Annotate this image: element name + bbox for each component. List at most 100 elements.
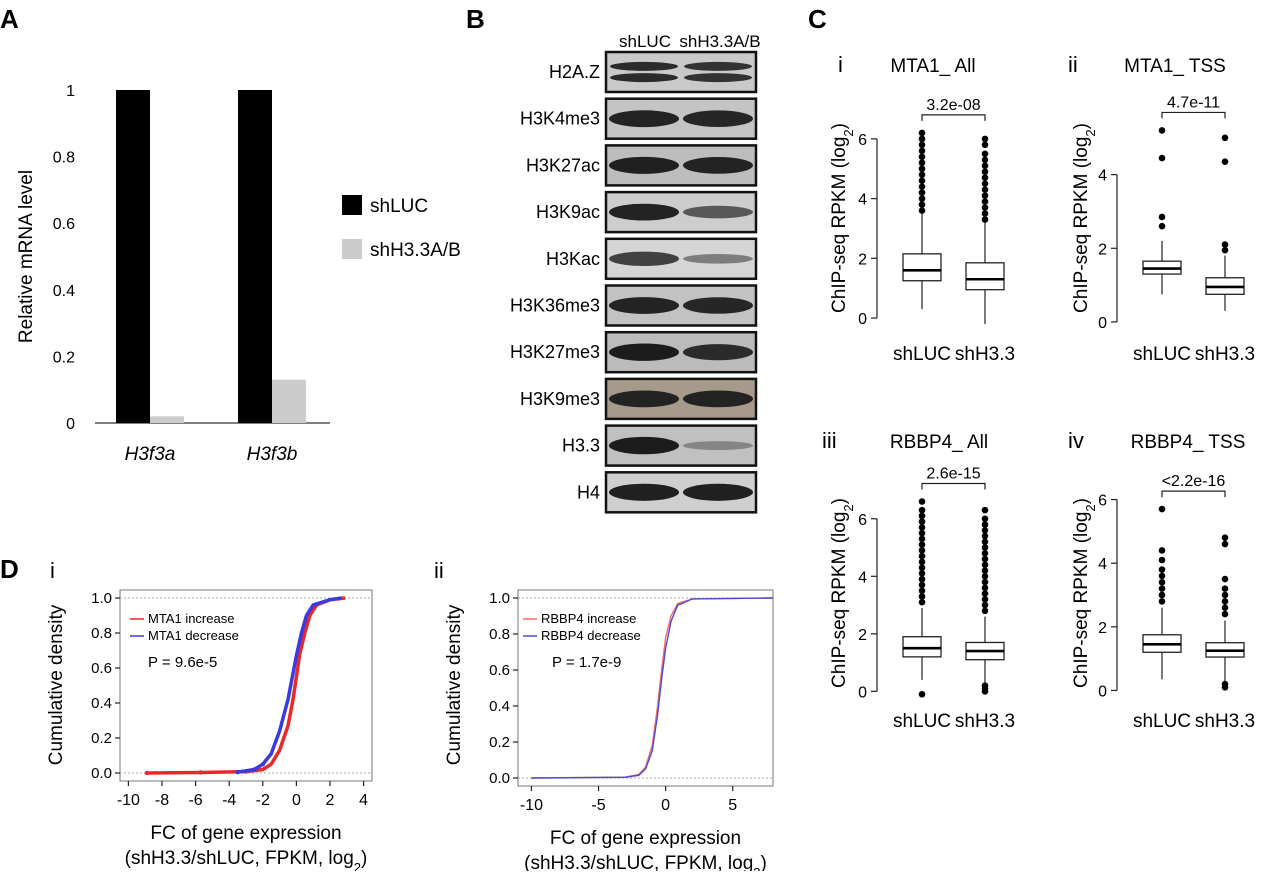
blot-row-H3K27ac: H3K27ac xyxy=(526,144,758,187)
blot-row-H2A.Z: H2A.Z xyxy=(549,50,758,94)
blot-band xyxy=(684,73,752,83)
y-tick-label: 0.6 xyxy=(91,660,112,677)
x-tick-label: 2 xyxy=(326,792,335,809)
series-point xyxy=(235,769,240,775)
outlier-point xyxy=(918,153,926,161)
outlier-point xyxy=(918,552,926,560)
blot-row-label: H4 xyxy=(577,482,600,502)
blot-band xyxy=(683,441,753,451)
outlier-point xyxy=(981,192,989,199)
outlier-point xyxy=(1158,222,1166,230)
blot-row-label: H3K9me3 xyxy=(520,389,600,409)
x-tick-label: 4 xyxy=(359,792,368,809)
box-shH3.3 xyxy=(965,506,1005,695)
outlier-point xyxy=(918,159,926,167)
boxplot-title: RBBP4_ All xyxy=(890,432,988,453)
series-point xyxy=(198,770,203,775)
x-tick-label: shLUC xyxy=(893,344,951,365)
outlier-point xyxy=(1158,127,1166,134)
outlier-point xyxy=(981,216,989,223)
blot-row-H3.3: H3.3 xyxy=(562,424,758,467)
box-shLUC xyxy=(1142,505,1182,680)
blot-band xyxy=(683,157,753,174)
outlier-point xyxy=(1221,540,1229,548)
panel-sublabel: ii xyxy=(1068,52,1078,77)
blot-band xyxy=(683,205,753,219)
outlier-point xyxy=(918,129,926,137)
bar-shLUC-H3f3a xyxy=(116,90,150,423)
outlier-point xyxy=(918,598,926,606)
outlier-point xyxy=(981,162,989,170)
outlier-point xyxy=(918,189,926,196)
y-tick-label: 6 xyxy=(1098,493,1107,510)
blot-row-H3Kac: H3Kac xyxy=(546,237,758,281)
outlier-point xyxy=(981,538,989,546)
series-point xyxy=(252,767,257,772)
outlier-point xyxy=(981,141,989,149)
panel-sublabel: iv xyxy=(1068,428,1084,453)
y-tick-label: 0.2 xyxy=(489,734,510,751)
outlier-point xyxy=(918,165,926,173)
boxplot-title: MTA1_ TSS xyxy=(1124,56,1226,77)
y-tick-label: 0.6 xyxy=(53,216,75,233)
box-shLUC xyxy=(902,129,942,310)
blot-band xyxy=(609,483,679,501)
y-tick-label: 1.0 xyxy=(91,590,112,607)
outlier-point xyxy=(1158,585,1166,592)
x-tick-label: shLUC xyxy=(1133,711,1191,732)
blot-band xyxy=(684,61,752,71)
outlier-point xyxy=(918,558,926,566)
outlier-point xyxy=(981,549,989,557)
boxplot-title: RBBP4_ TSS xyxy=(1131,432,1246,453)
outlier-point xyxy=(981,521,989,528)
blot-band xyxy=(683,344,753,361)
outlier-point xyxy=(981,555,989,563)
x-tick-label: 0 xyxy=(661,797,670,814)
blot-row-H3K9me3: H3K9me3 xyxy=(520,377,758,421)
x-tick-label: shLUC xyxy=(893,711,951,732)
outlier-point xyxy=(918,518,926,525)
blot-band xyxy=(683,483,753,501)
panel-letter-a: A xyxy=(0,4,19,34)
outlier-point xyxy=(918,529,926,537)
outlier-point xyxy=(981,180,989,187)
y-tick-label: 0.4 xyxy=(91,695,112,712)
blot-row-label: H3Kac xyxy=(546,249,600,269)
blot-row-H3K36me3: H3K36me3 xyxy=(510,284,758,327)
outlier-point xyxy=(918,177,926,184)
blot-band xyxy=(610,73,678,83)
outlier-point xyxy=(981,168,989,176)
outlier-point xyxy=(1158,572,1166,580)
legend-label: RBBP4 increase xyxy=(541,611,636,626)
blot-band xyxy=(683,253,753,264)
outlier-point xyxy=(1158,578,1166,586)
outlier-point xyxy=(918,593,926,600)
series-line-RBBP4 increase xyxy=(531,597,774,779)
outlier-point xyxy=(918,135,926,143)
y-tick-label: 0.8 xyxy=(53,150,75,167)
y-tick-label: 4 xyxy=(858,569,867,586)
outlier-point xyxy=(981,532,989,540)
x-tick-label: shLUC xyxy=(1133,344,1191,365)
outlier-point xyxy=(981,561,989,569)
y-tick-label: 4 xyxy=(1098,556,1107,573)
blot-row-label: H3K27me3 xyxy=(510,342,600,362)
y-axis-title: ChIP-seq RPKM (log2) xyxy=(1071,498,1098,688)
outlier-point xyxy=(918,564,926,571)
series-point xyxy=(260,762,265,767)
bar-shH3.3A/B-H3f3b xyxy=(272,379,306,423)
blot-band xyxy=(609,390,679,408)
y-tick-label: 2 xyxy=(1098,620,1107,637)
y-tick-label: 0.8 xyxy=(91,625,112,642)
outlier-point xyxy=(1221,134,1229,142)
outlier-point xyxy=(918,541,926,548)
outlier-point xyxy=(981,506,989,514)
x-tick-label: -10 xyxy=(520,797,543,814)
x-tick-label: -6 xyxy=(188,792,202,809)
y-tick-label: 0.2 xyxy=(91,730,112,747)
significance-bracket xyxy=(921,482,986,490)
p-value-label: 4.7e-11 xyxy=(1167,94,1220,111)
